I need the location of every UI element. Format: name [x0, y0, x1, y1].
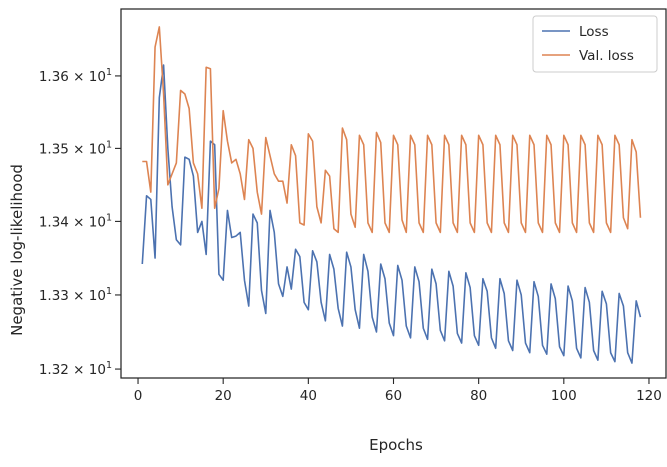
x-tick-label: 40 [300, 388, 317, 404]
x-axis-label: Epochs [369, 436, 423, 454]
y-tick-label: 1.33 × 101 [39, 286, 112, 304]
x-tick-label: 120 [636, 388, 662, 404]
legend-box [532, 15, 658, 73]
series-layer [141, 26, 642, 364]
x-tick-label: 0 [134, 388, 143, 404]
y-tick-label: 1.32 × 101 [39, 360, 112, 378]
legend-label: Val. loss [579, 48, 634, 64]
y-axis-label: Negative log-likelihood [8, 164, 26, 336]
x-tick-label: 100 [551, 388, 577, 404]
y-axis: 1.32 × 101 1.33 × 101 1.34 × 101 1.35 × 101… [39, 67, 121, 378]
y-tick-label: 1.35 × 101 [39, 139, 112, 157]
x-axis: 0 20 40 60 80 100 120 [134, 378, 662, 404]
y-tick-label: 1.34 × 101 [39, 212, 112, 230]
x-tick-label: 20 [215, 388, 232, 404]
x-tick-label: 60 [385, 388, 402, 404]
legend-label: Loss [579, 24, 609, 40]
series-line-val-loss [142, 26, 642, 234]
series-line-loss [141, 64, 642, 364]
x-tick-label: 80 [470, 388, 487, 404]
legend: Loss Val. loss [532, 15, 658, 73]
y-tick-label: 1.36 × 101 [39, 67, 112, 85]
